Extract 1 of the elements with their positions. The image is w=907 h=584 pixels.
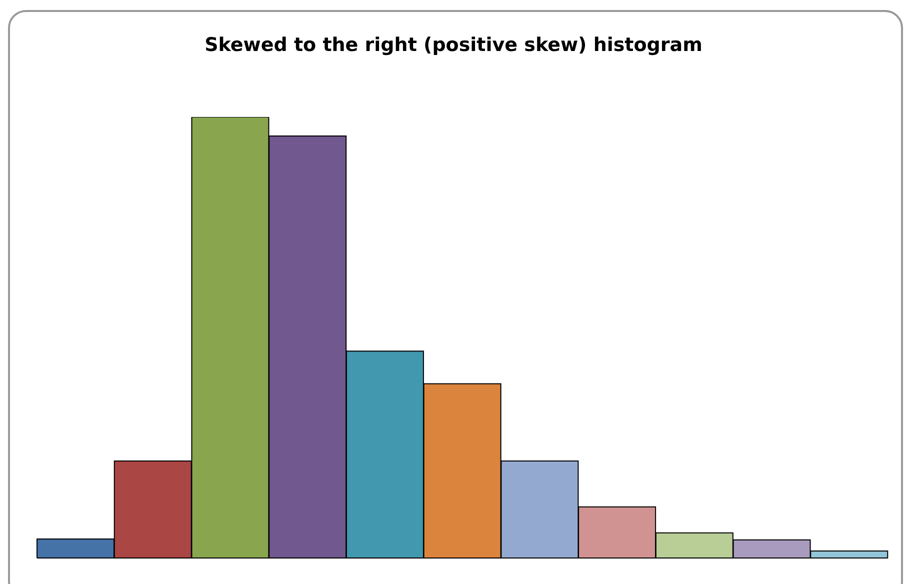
chart-title: Skewed to the right (positive skew) histogram [204,34,704,56]
